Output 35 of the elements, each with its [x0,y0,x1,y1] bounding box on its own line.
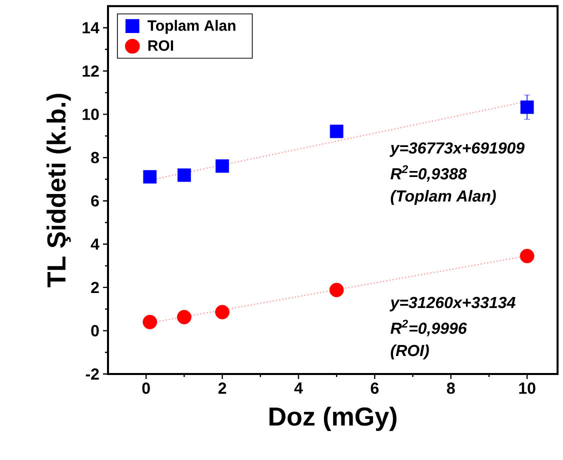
annotation: (ROI) [390,344,429,360]
y-tick-label: -2 [86,368,99,380]
x-tick-label: 4 [294,382,303,394]
y-tick-label: 12 [82,65,99,77]
x-tick-label: 10 [519,382,536,394]
x-tick-label: 8 [446,382,455,394]
point [216,159,229,173]
annotation: y=31260x+33134 [390,296,516,312]
y-tick-label: 2 [91,282,99,294]
y-tick-label: 8 [91,152,99,164]
x-tick-label: 6 [370,382,379,394]
point [142,314,158,330]
y-tick-label: 0 [91,325,99,336]
y-tick-label: 4 [90,238,100,250]
y-axis-title: TL Şiddeti (k.b.) [46,94,71,288]
x-tick-label: 0 [142,382,150,394]
point [215,304,230,320]
point [520,100,534,114]
y-tick-label: 6 [91,195,99,207]
legend-label: ROI [148,40,174,51]
annotation: R$^{2}$=0,9996 [390,320,467,336]
point [178,168,191,182]
point [330,124,344,138]
y-tick-label: 10 [82,108,99,120]
annotation: R$^{2}$=0,9388 [390,165,467,182]
annotation: (Toplam Alan) [390,190,496,205]
point [329,282,344,298]
annotation: y=36773x+691909 [390,142,525,157]
x-tick-label: 2 [218,382,226,394]
point [143,170,157,184]
point [177,310,192,324]
legend-label: Toplam Alan [148,20,236,34]
point [520,248,534,264]
x-axis-title: Doz (mGy) [270,406,396,431]
y-tick-label: 14 [82,22,100,34]
